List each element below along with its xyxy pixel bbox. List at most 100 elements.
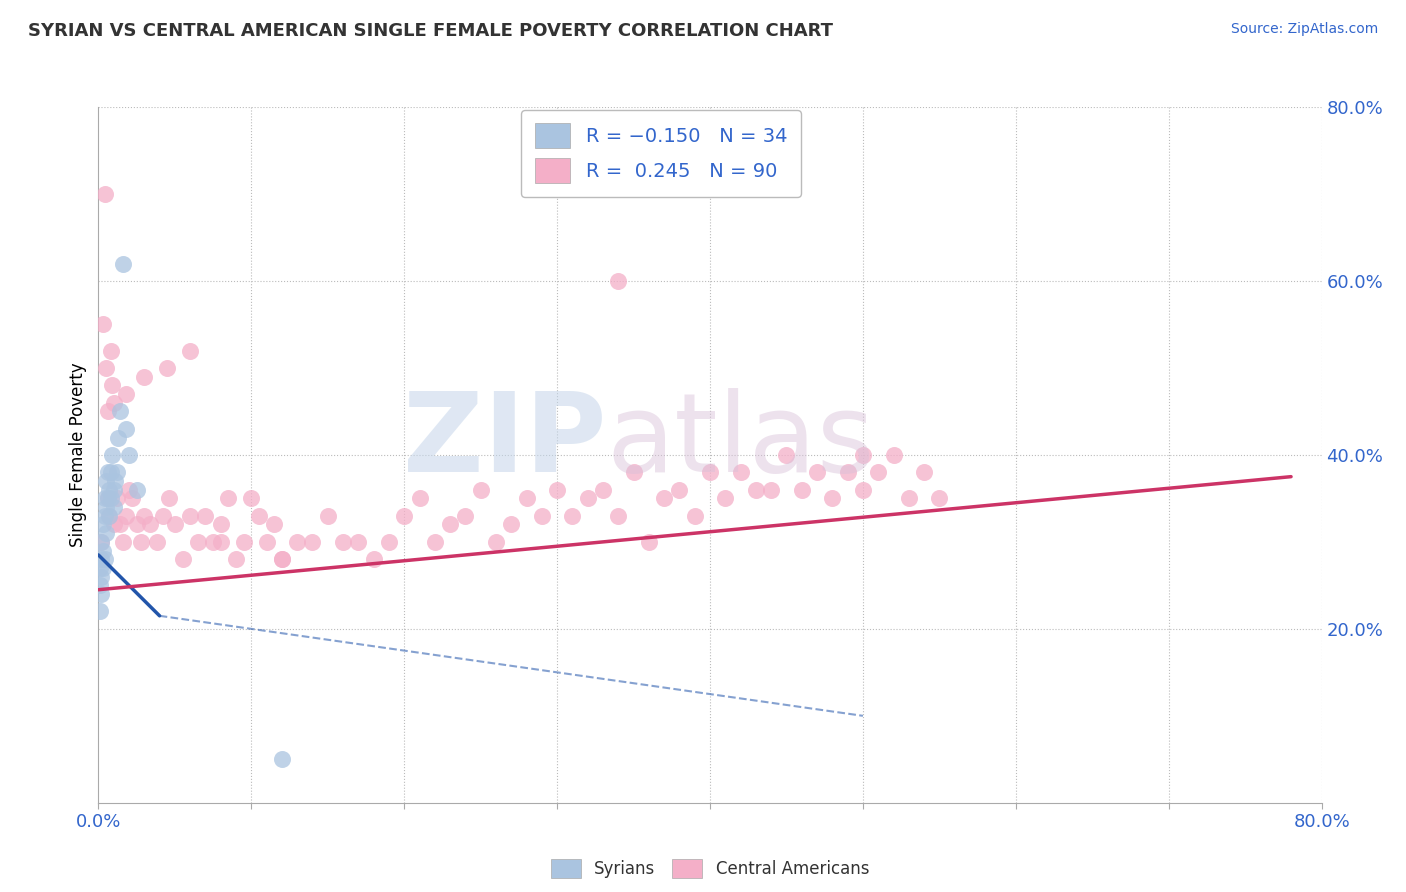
Point: [270, 552, 292, 566]
Legend: Syrians, Central Americans: Syrians, Central Americans: [544, 853, 876, 885]
Point: [103, 396, 125, 410]
Point: [623, 466, 645, 480]
Point: [883, 448, 905, 462]
Point: [745, 483, 768, 497]
Point: [775, 448, 797, 462]
Point: [714, 491, 737, 506]
Point: [89, 578, 111, 592]
Point: [485, 534, 508, 549]
Point: [111, 256, 134, 270]
Text: SYRIAN VS CENTRAL AMERICAN SINGLE FEMALE POVERTY CORRELATION CHART: SYRIAN VS CENTRAL AMERICAN SINGLE FEMALE…: [28, 22, 834, 40]
Point: [868, 466, 890, 480]
Point: [270, 552, 292, 566]
Point: [115, 387, 138, 401]
Point: [134, 508, 156, 523]
Point: [759, 483, 782, 497]
Point: [363, 552, 385, 566]
Point: [89, 561, 111, 575]
Point: [202, 534, 225, 549]
Point: [94, 526, 117, 541]
Point: [90, 552, 112, 566]
Point: [111, 534, 134, 549]
Point: [94, 474, 117, 488]
Point: [423, 534, 446, 549]
Point: [90, 534, 112, 549]
Point: [347, 534, 370, 549]
Point: [125, 483, 148, 497]
Point: [103, 517, 125, 532]
Point: [187, 534, 209, 549]
Point: [97, 404, 120, 418]
Point: [100, 466, 122, 480]
Point: [152, 508, 174, 523]
Point: [576, 491, 599, 506]
Point: [125, 517, 148, 532]
Point: [118, 483, 141, 497]
Point: [209, 517, 232, 532]
Point: [97, 491, 120, 506]
Point: [316, 508, 339, 523]
Point: [145, 534, 167, 549]
Point: [89, 605, 111, 619]
Point: [790, 483, 813, 497]
Point: [90, 587, 112, 601]
Point: [91, 318, 114, 332]
Point: [530, 508, 553, 523]
Point: [101, 448, 124, 462]
Point: [93, 187, 115, 202]
Point: [103, 483, 125, 497]
Point: [470, 483, 492, 497]
Point: [103, 500, 125, 514]
Point: [156, 360, 179, 375]
Point: [98, 483, 121, 497]
Point: [163, 517, 186, 532]
Point: [240, 491, 263, 506]
Point: [90, 534, 112, 549]
Point: [129, 534, 152, 549]
Point: [270, 752, 292, 766]
Point: [105, 491, 128, 506]
Point: [90, 570, 112, 584]
Point: [607, 274, 630, 288]
Point: [263, 517, 285, 532]
Text: ZIP: ZIP: [402, 387, 606, 494]
Point: [247, 508, 270, 523]
Point: [897, 491, 920, 506]
Point: [115, 422, 138, 436]
Point: [332, 534, 354, 549]
Point: [107, 431, 129, 445]
Point: [194, 508, 217, 523]
Point: [118, 448, 141, 462]
Point: [821, 491, 844, 506]
Y-axis label: Single Female Poverty: Single Female Poverty: [69, 363, 87, 547]
Point: [172, 552, 194, 566]
Point: [232, 534, 254, 549]
Point: [157, 491, 180, 506]
Point: [93, 508, 115, 523]
Point: [652, 491, 675, 506]
Point: [439, 517, 461, 532]
Point: [134, 369, 156, 384]
Point: [301, 534, 323, 549]
Point: [108, 404, 131, 418]
Point: [139, 517, 162, 532]
Point: [837, 466, 859, 480]
Point: [683, 508, 706, 523]
Point: [392, 508, 416, 523]
Point: [91, 517, 114, 532]
Point: [94, 500, 117, 514]
Point: [546, 483, 568, 497]
Point: [91, 543, 114, 558]
Point: [179, 343, 201, 358]
Point: [97, 466, 120, 480]
Point: [98, 508, 121, 523]
Point: [852, 448, 875, 462]
Point: [101, 378, 124, 392]
Point: [97, 491, 120, 506]
Point: [928, 491, 950, 506]
Point: [912, 466, 935, 480]
Point: [115, 508, 138, 523]
Point: [98, 508, 121, 523]
Point: [607, 508, 630, 523]
Point: [637, 534, 661, 549]
